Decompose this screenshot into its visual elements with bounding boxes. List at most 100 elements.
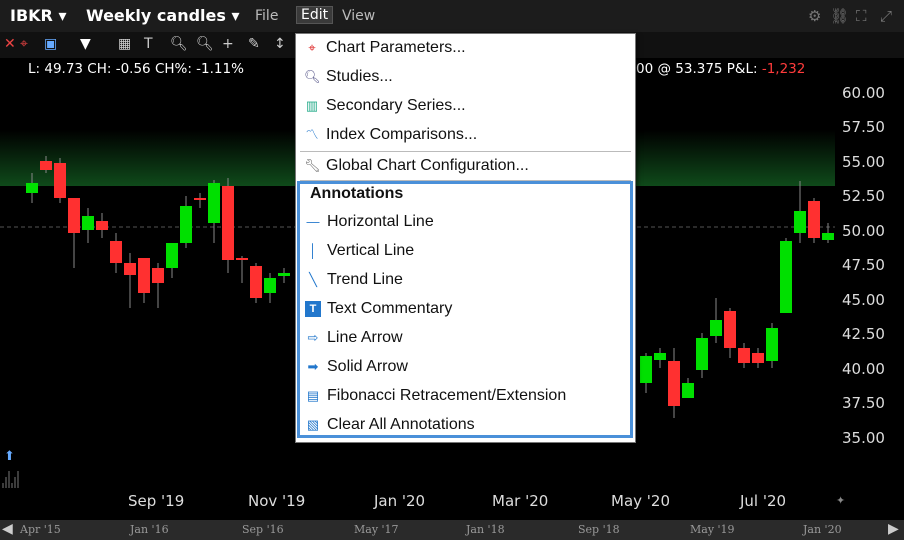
candle-body	[110, 241, 122, 263]
candle-body	[278, 273, 290, 276]
candle-body	[180, 206, 192, 243]
nav-label: Sep '16	[242, 523, 284, 536]
menu-item-index-comparisons[interactable]: 〽 Index Comparisons...	[305, 126, 478, 143]
text-tool-icon[interactable]: T	[144, 36, 153, 52]
candle-body	[68, 198, 80, 233]
candle-body	[710, 320, 722, 336]
menu-item-clear-all-annotations[interactable]: ▧ Clear All Annotations	[306, 416, 475, 433]
candle-body	[264, 278, 276, 293]
expand-icon[interactable]: ⛶	[856, 7, 867, 25]
y-tick: 45.00	[842, 291, 885, 309]
link-icon[interactable]: ⛓	[830, 7, 850, 25]
menu-item-vertical-line[interactable]: │ Vertical Line	[297, 237, 633, 265]
close-window-icon[interactable]: ⤢	[880, 7, 893, 25]
menu-file[interactable]: File	[255, 8, 279, 24]
candle-body	[96, 221, 108, 230]
menu-item-trend-line[interactable]: ╲ Trend Line	[297, 266, 633, 294]
candle-body	[696, 338, 708, 370]
nav-label: Apr '15	[20, 523, 61, 536]
brush-icon[interactable]: ✎	[248, 36, 260, 52]
crosshair-icon[interactable]: ⌖	[20, 36, 28, 52]
candle-body	[40, 161, 52, 170]
index-icon: 〽	[305, 127, 319, 142]
menu-view[interactable]: View	[342, 8, 376, 24]
menu-item-secondary-series[interactable]: ▥ Secondary Series...	[305, 97, 466, 114]
settings-icon[interactable]: ⚙	[808, 7, 822, 25]
menu-item-chart-parameters[interactable]: ⌖ Chart Parameters...	[296, 34, 635, 62]
zoom-in-icon[interactable]: 🔍︎	[170, 36, 188, 52]
nav-label: May '17	[354, 523, 399, 536]
pointer-icon[interactable]: ▼	[80, 36, 91, 52]
vline-icon: │	[308, 243, 318, 258]
menu-item-fibonacci[interactable]: ▤ Fibonacci Retracement/Extension	[306, 387, 567, 404]
symbol-selector[interactable]: IBKR ▾	[10, 6, 67, 25]
menu-separator	[300, 180, 631, 181]
fibonacci-icon: ▤	[306, 388, 320, 403]
menu-item-text-commentary[interactable]: T Text Commentary	[297, 295, 633, 323]
y-tick: 60.00	[842, 84, 885, 102]
zoom-box-icon[interactable]: ▣	[44, 36, 58, 52]
y-tick: 47.50	[842, 256, 885, 274]
candle-body	[752, 353, 764, 363]
zoom-out-icon[interactable]: 🔍︎	[196, 36, 214, 52]
trendline-icon: ╲	[309, 272, 317, 287]
ohlc-legend: L: 49.73 CH: -0.56 CH%: -1.11%	[28, 61, 244, 77]
candle-body	[738, 348, 750, 363]
y-tick: 37.50	[842, 394, 885, 412]
candle-body	[222, 186, 234, 260]
scroll-icon[interactable]: ↕	[274, 36, 286, 52]
nav-label: May '19	[690, 523, 735, 536]
nav-label: Sep '18	[578, 523, 620, 536]
candle-body	[654, 353, 666, 360]
candle-body	[26, 183, 38, 193]
candle-body	[780, 241, 792, 313]
axis-settings-icon[interactable]: ✦	[836, 494, 846, 507]
candle-body	[724, 311, 736, 348]
x-tick: Jan '20	[374, 492, 426, 510]
candle-body	[208, 183, 220, 223]
series-icon: ▥	[305, 98, 319, 113]
candle-body	[794, 211, 806, 233]
nav-label: Jan '18	[466, 523, 505, 536]
candle-body	[138, 258, 150, 293]
menu-item-horizontal-line[interactable]: — Horizontal Line	[306, 213, 434, 230]
y-tick: 42.50	[842, 325, 885, 343]
cross-icon[interactable]: +	[222, 36, 234, 52]
menu-edit[interactable]: Edit	[296, 6, 334, 24]
pnl-value: -1,232	[761, 61, 806, 77]
position-legend: 00 @ 53.375 P&L: -1,232	[636, 61, 805, 77]
solid-arrow-icon: ➡	[307, 359, 319, 374]
x-tick: Nov '19	[248, 492, 306, 510]
edit-menu: ⌖ Chart Parameters... 🔍︎ Studies... ▥ Se…	[295, 33, 636, 443]
line-arrow-icon: ⇨	[307, 330, 319, 345]
candle-body	[250, 266, 262, 298]
y-tick: 55.00	[842, 153, 885, 171]
price-axis[interactable]	[835, 58, 904, 488]
x-tick: Sep '19	[128, 492, 185, 510]
y-tick: 40.00	[842, 360, 885, 378]
annotations-header: Annotations	[310, 185, 404, 202]
time-navigator[interactable]	[0, 520, 904, 540]
timeframe-selector[interactable]: Weekly candles ▾	[86, 6, 240, 25]
hline-icon: —	[306, 214, 320, 229]
scroll-left-icon[interactable]: ◀	[2, 521, 13, 537]
snapshot-icon[interactable]: ▦	[118, 36, 132, 52]
candle-body	[152, 268, 164, 283]
candle-body	[808, 201, 820, 238]
menu-item-solid-arrow[interactable]: ➡ Solid Arrow	[297, 353, 633, 381]
candle-body	[668, 361, 680, 406]
text-icon: T	[305, 301, 321, 317]
x-tick: May '20	[611, 492, 670, 510]
menu-item-line-arrow[interactable]: ⇨ Line Arrow	[297, 324, 633, 352]
scroll-right-icon[interactable]: ▶	[888, 521, 899, 537]
candle-body	[54, 163, 66, 198]
candle-body	[822, 233, 834, 240]
y-tick: 50.00	[842, 222, 885, 240]
close-icon[interactable]: ✕	[4, 36, 16, 52]
candle-body	[682, 383, 694, 398]
menu-item-studies[interactable]: 🔍︎ Studies...	[304, 68, 393, 85]
menu-item-global-chart-configuration[interactable]: 🔧︎ Global Chart Configuration...	[304, 157, 529, 174]
menu-separator	[300, 151, 631, 152]
candle-body	[82, 216, 94, 230]
position-text: 00 @ 53.375 P&L:	[636, 61, 762, 77]
